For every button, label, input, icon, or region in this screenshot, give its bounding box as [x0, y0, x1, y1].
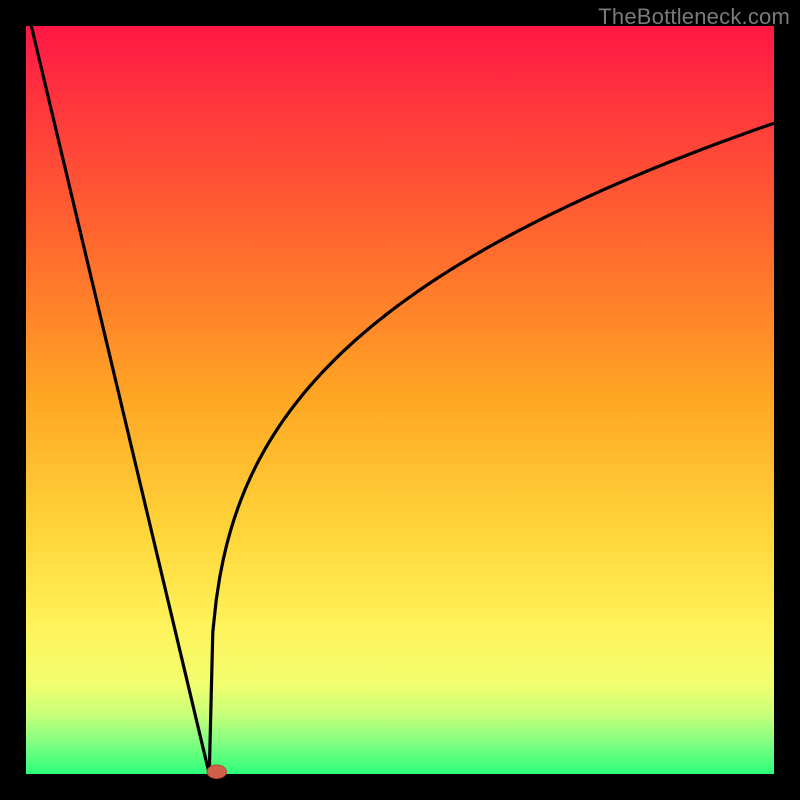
chart-background [26, 26, 774, 774]
chart-container: TheBottleneck.com [0, 0, 800, 800]
bottleneck-chart [0, 0, 800, 800]
optimal-point-marker [207, 765, 226, 778]
watermark-text: TheBottleneck.com [598, 4, 790, 30]
